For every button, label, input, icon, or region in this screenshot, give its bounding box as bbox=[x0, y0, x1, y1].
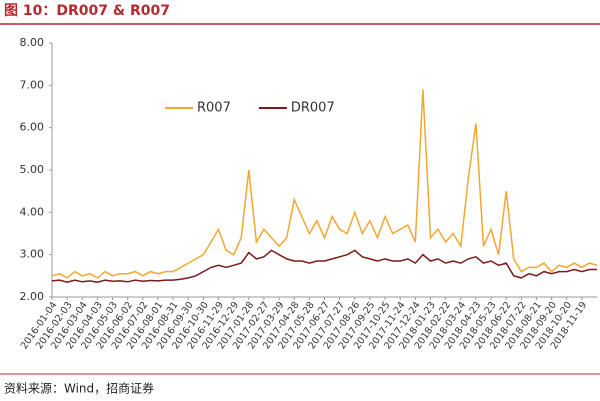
y-tick-label: 4.00 bbox=[20, 205, 45, 218]
y-tick-label: 7.00 bbox=[20, 78, 45, 91]
y-tick-label: 3.00 bbox=[20, 248, 45, 261]
legend-label: DR007 bbox=[291, 101, 335, 116]
y-tick-label: 6.00 bbox=[20, 121, 45, 134]
source-note: 资料来源：Wind，招商证券 bbox=[4, 381, 154, 396]
chart-title: 图 10：DR007 & R007 bbox=[4, 3, 170, 19]
series-line bbox=[51, 89, 598, 279]
legend-label: R007 bbox=[197, 101, 231, 116]
series-line bbox=[51, 249, 597, 283]
y-tick-label: 5.00 bbox=[20, 163, 45, 176]
y-tick-label: 8.00 bbox=[20, 36, 45, 49]
y-tick-label: 2.00 bbox=[20, 290, 45, 303]
